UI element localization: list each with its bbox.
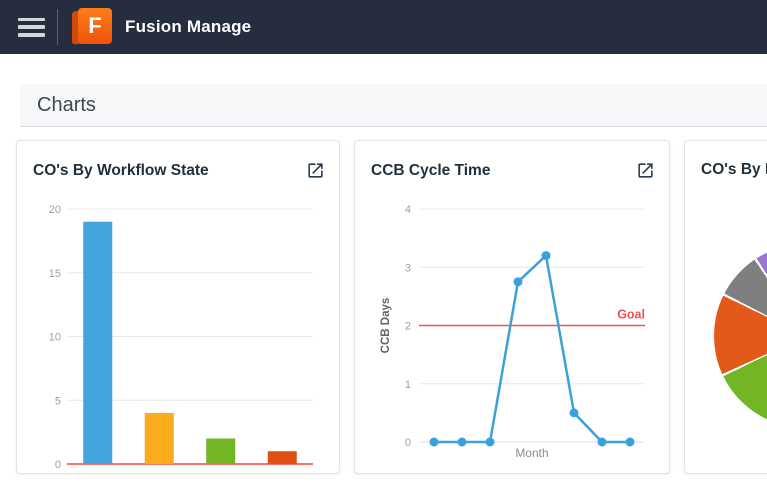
svg-text:1: 1 [405, 379, 411, 391]
page-title: Charts [37, 93, 96, 116]
open-in-new-icon[interactable] [636, 161, 655, 180]
svg-text:2: 2 [405, 321, 411, 333]
svg-text:3: 3 [405, 262, 411, 274]
app-title: Fusion Manage [125, 17, 252, 36]
svg-text:Goal: Goal [617, 308, 645, 322]
open-in-new-icon[interactable] [306, 161, 325, 180]
navbar-divider [57, 9, 58, 45]
fusion-logo-letter: F [88, 13, 102, 38]
card-title: CCB Cycle Time [371, 161, 491, 179]
top-navbar: F Fusion Manage [0, 0, 767, 54]
pie-chart [714, 244, 767, 428]
svg-text:20: 20 [49, 204, 61, 216]
line-chart: 0 1 2 3 4 Goal CCB Days Month [380, 204, 645, 460]
hamburger-menu-icon[interactable] [18, 17, 45, 37]
svg-text:4: 4 [405, 204, 411, 216]
svg-text:CCB Days: CCB Days [380, 298, 392, 354]
card-cos-by-r: CO's By R [684, 140, 767, 474]
svg-text:10: 10 [49, 332, 61, 344]
bar-chart: 0 5 10 15 20 [49, 204, 313, 471]
svg-text:Month: Month [515, 446, 548, 460]
svg-text:0: 0 [405, 437, 411, 449]
card-title: CO's By R [701, 161, 767, 178]
svg-text:0: 0 [55, 459, 61, 471]
card-cos-by-workflow-state: 0 5 10 15 20 CO's By Workflow State [16, 140, 340, 474]
card-ccb-cycle-time: 0 1 2 3 4 Goal CCB Days Month CCB Cycle Time [354, 140, 670, 474]
card-title: CO's By Workflow State [33, 161, 209, 179]
page-header-band: Charts [20, 84, 767, 127]
svg-text:15: 15 [49, 268, 61, 280]
svg-text:5: 5 [55, 395, 61, 407]
fusion-logo-icon: F [72, 8, 112, 46]
